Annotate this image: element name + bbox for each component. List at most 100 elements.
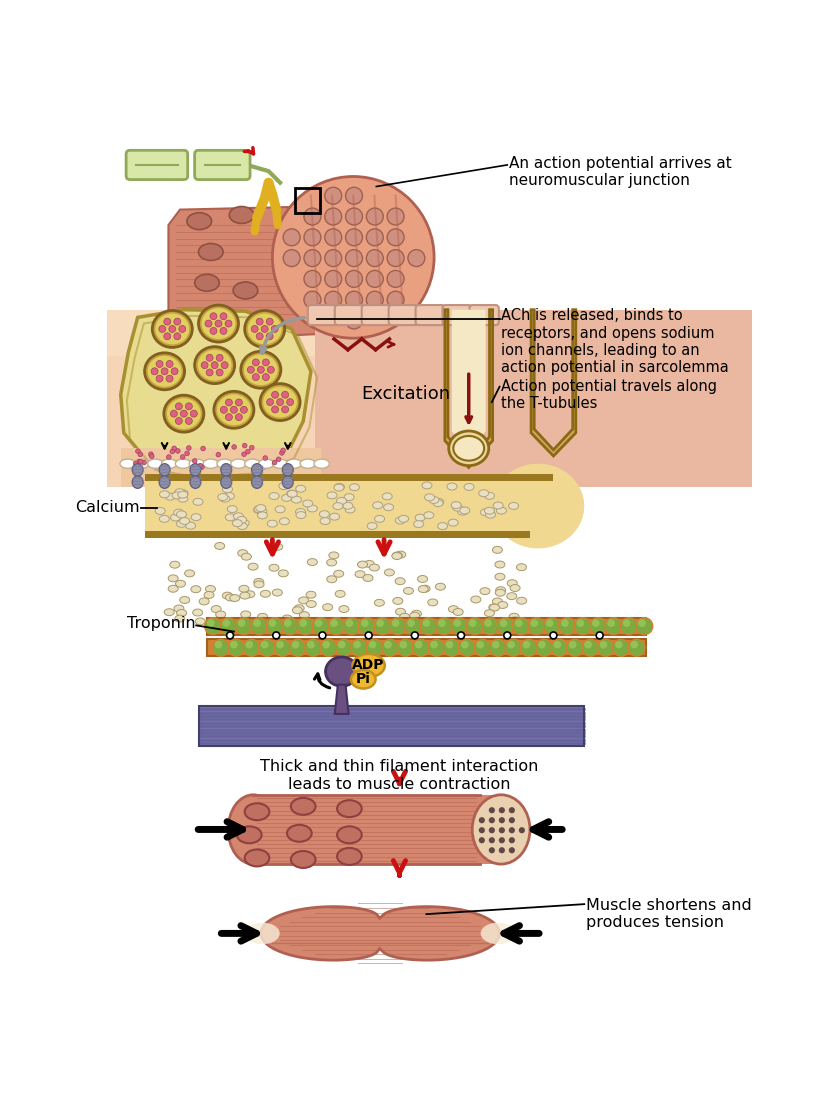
Ellipse shape — [345, 187, 363, 204]
Ellipse shape — [400, 613, 410, 620]
Ellipse shape — [204, 618, 221, 634]
Ellipse shape — [149, 454, 154, 459]
Ellipse shape — [257, 512, 267, 519]
Ellipse shape — [337, 497, 347, 504]
Ellipse shape — [447, 483, 457, 490]
Ellipse shape — [460, 507, 470, 514]
Ellipse shape — [175, 418, 183, 424]
Ellipse shape — [489, 603, 499, 611]
Ellipse shape — [492, 464, 584, 548]
Ellipse shape — [559, 618, 576, 634]
Ellipse shape — [155, 314, 189, 345]
Ellipse shape — [461, 641, 468, 649]
Ellipse shape — [287, 824, 312, 842]
Ellipse shape — [294, 604, 304, 612]
Ellipse shape — [211, 606, 221, 612]
Ellipse shape — [391, 619, 400, 627]
Ellipse shape — [499, 817, 505, 823]
Ellipse shape — [283, 229, 300, 245]
Ellipse shape — [313, 618, 329, 634]
Ellipse shape — [292, 641, 299, 649]
Ellipse shape — [325, 208, 342, 225]
Ellipse shape — [185, 523, 195, 529]
Ellipse shape — [137, 460, 142, 464]
Ellipse shape — [636, 618, 653, 634]
Ellipse shape — [296, 508, 306, 516]
Ellipse shape — [328, 551, 339, 559]
Ellipse shape — [345, 506, 355, 513]
Ellipse shape — [206, 369, 213, 376]
Ellipse shape — [505, 640, 522, 656]
Ellipse shape — [481, 923, 515, 944]
Ellipse shape — [308, 559, 318, 566]
Ellipse shape — [233, 282, 258, 299]
Ellipse shape — [323, 603, 333, 611]
Ellipse shape — [281, 448, 286, 453]
Ellipse shape — [241, 351, 281, 388]
Polygon shape — [121, 309, 311, 472]
Ellipse shape — [382, 493, 392, 499]
Ellipse shape — [261, 326, 268, 333]
Ellipse shape — [201, 446, 205, 451]
Ellipse shape — [266, 333, 273, 339]
Ellipse shape — [254, 578, 264, 586]
Ellipse shape — [282, 391, 288, 398]
Ellipse shape — [193, 459, 197, 463]
Ellipse shape — [418, 586, 428, 592]
Polygon shape — [168, 206, 345, 340]
Ellipse shape — [363, 575, 373, 581]
Ellipse shape — [345, 312, 363, 329]
Ellipse shape — [393, 598, 403, 604]
Ellipse shape — [222, 592, 232, 599]
Ellipse shape — [325, 250, 342, 266]
Ellipse shape — [327, 559, 337, 566]
Ellipse shape — [453, 619, 461, 627]
Ellipse shape — [489, 640, 506, 656]
Ellipse shape — [220, 327, 227, 335]
Bar — [145, 474, 553, 482]
Ellipse shape — [493, 623, 503, 630]
Ellipse shape — [170, 410, 178, 417]
Ellipse shape — [162, 459, 177, 469]
Ellipse shape — [190, 410, 197, 417]
Ellipse shape — [163, 333, 171, 339]
Ellipse shape — [159, 515, 169, 523]
Polygon shape — [334, 685, 349, 714]
Ellipse shape — [478, 817, 485, 823]
Ellipse shape — [163, 396, 204, 432]
Ellipse shape — [434, 498, 444, 505]
Text: Action potential travels along
the T-tubules: Action potential travels along the T-tub… — [501, 379, 717, 411]
Ellipse shape — [472, 794, 530, 864]
Ellipse shape — [458, 508, 468, 515]
Ellipse shape — [241, 554, 251, 560]
Ellipse shape — [214, 391, 254, 429]
Ellipse shape — [351, 670, 375, 688]
Ellipse shape — [166, 376, 173, 382]
Ellipse shape — [132, 464, 143, 476]
Ellipse shape — [173, 333, 181, 339]
Ellipse shape — [436, 583, 446, 590]
Ellipse shape — [520, 640, 537, 656]
Ellipse shape — [495, 589, 505, 597]
Bar — [253, 794, 507, 864]
Ellipse shape — [203, 459, 219, 469]
Ellipse shape — [354, 641, 361, 649]
Ellipse shape — [484, 610, 494, 617]
Ellipse shape — [218, 494, 228, 501]
Ellipse shape — [185, 403, 192, 410]
Ellipse shape — [623, 619, 630, 627]
Ellipse shape — [155, 507, 165, 515]
Ellipse shape — [628, 640, 645, 656]
Ellipse shape — [245, 459, 260, 469]
Ellipse shape — [535, 640, 553, 656]
Ellipse shape — [260, 383, 300, 421]
Ellipse shape — [272, 544, 282, 550]
Ellipse shape — [220, 313, 227, 319]
Bar — [199, 706, 584, 746]
Ellipse shape — [235, 413, 242, 421]
Ellipse shape — [148, 452, 153, 456]
Ellipse shape — [243, 640, 260, 656]
Ellipse shape — [193, 609, 203, 615]
Polygon shape — [261, 906, 499, 960]
Ellipse shape — [417, 576, 427, 582]
